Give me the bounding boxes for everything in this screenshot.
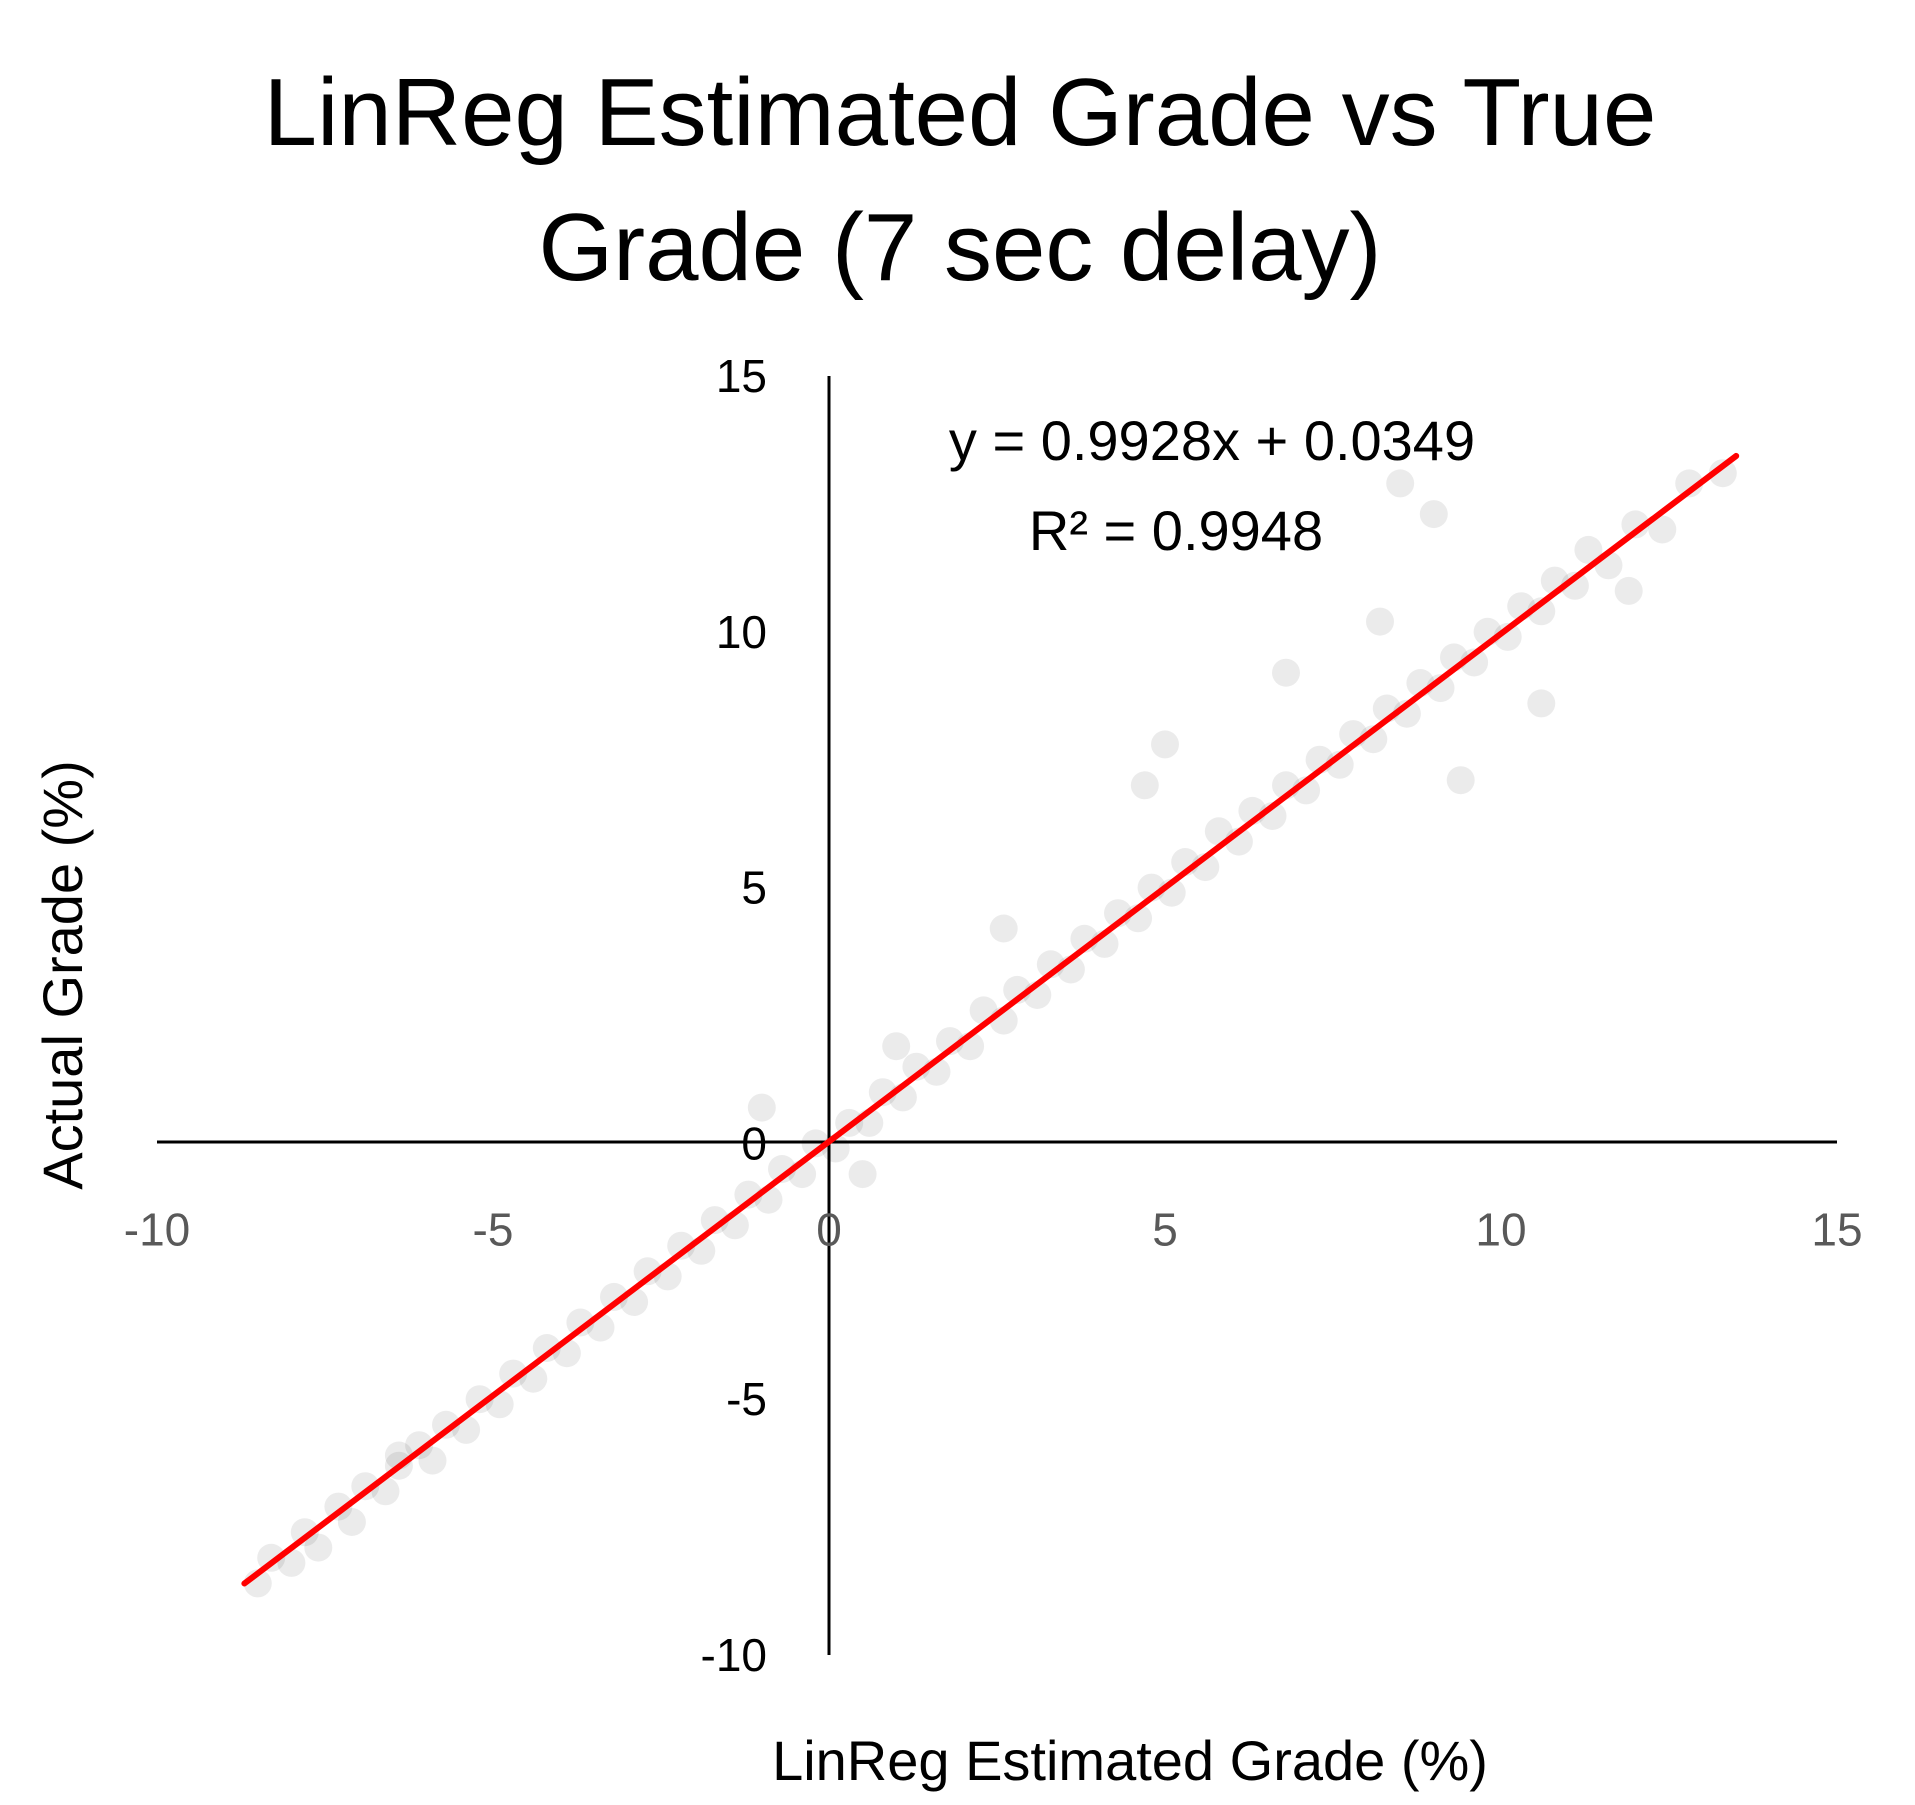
equation-annotation: y = 0.9928x + 0.0349 — [949, 409, 1475, 472]
data-point — [566, 1308, 595, 1337]
x-tick-label: 15 — [1811, 1203, 1862, 1255]
y-tick-label: 0 — [741, 1117, 767, 1169]
data-point — [600, 1282, 628, 1311]
data-point — [1386, 469, 1415, 498]
data-point — [1560, 571, 1589, 600]
data-point — [882, 1032, 911, 1061]
data-point — [304, 1533, 333, 1562]
y-tick-label: 5 — [741, 862, 767, 914]
trendline — [241, 452, 1740, 1587]
x-tick-label: -10 — [124, 1203, 190, 1255]
data-point — [667, 1231, 696, 1260]
data-point — [1614, 576, 1643, 605]
data-point — [1460, 648, 1489, 677]
data-point — [351, 1472, 380, 1501]
x-tick-labels: -10 -5 0 5 10 15 — [124, 1203, 1863, 1255]
data-point — [405, 1431, 434, 1460]
y-tick-label: -5 — [726, 1373, 767, 1425]
data-point — [499, 1359, 528, 1388]
data-point — [1446, 766, 1475, 795]
data-point — [337, 1508, 366, 1536]
data-point — [418, 1446, 447, 1475]
trendline-layer — [241, 452, 1740, 1587]
data-point — [768, 1155, 796, 1183]
y-tick-labels: -10 -5 0 5 10 15 — [701, 350, 767, 1681]
data-point — [1527, 597, 1556, 626]
r-squared-annotation: R² = 0.9948 — [1029, 499, 1323, 562]
x-tick-label: 0 — [816, 1203, 842, 1255]
y-tick-label: 15 — [716, 350, 767, 402]
data-point — [1419, 500, 1448, 529]
chart-title-line-2: Grade (7 sec delay) — [538, 194, 1381, 301]
data-point — [1708, 459, 1737, 488]
data-point — [532, 1334, 561, 1362]
data-point — [989, 914, 1018, 943]
data-point — [1272, 658, 1300, 687]
data-point — [1527, 689, 1556, 718]
data-point — [734, 1180, 763, 1209]
data-point — [1675, 469, 1704, 498]
scatter-points — [243, 459, 1737, 1598]
y-axis-label: Actual Grade (%) — [31, 760, 94, 1190]
data-point — [1493, 622, 1522, 651]
data-point — [848, 1160, 877, 1189]
x-tick-label: -5 — [473, 1203, 514, 1255]
data-point — [1574, 535, 1603, 564]
data-point — [1648, 515, 1677, 544]
data-point — [1130, 771, 1159, 800]
data-point — [1151, 730, 1179, 759]
data-point — [700, 1206, 729, 1235]
x-tick-label: 10 — [1475, 1203, 1526, 1255]
data-point — [747, 1093, 776, 1122]
y-tick-label: -10 — [701, 1629, 767, 1681]
x-tick-label: 5 — [1152, 1203, 1178, 1255]
data-point — [1621, 510, 1650, 539]
data-point — [465, 1385, 494, 1414]
data-point — [432, 1410, 460, 1439]
data-point — [290, 1518, 319, 1547]
data-point — [1366, 607, 1394, 636]
x-axis-label: LinReg Estimated Grade (%) — [772, 1729, 1488, 1792]
data-point — [633, 1257, 662, 1286]
y-tick-label: 10 — [716, 606, 767, 658]
chart-title-line-1: LinReg Estimated Grade vs True — [264, 59, 1657, 166]
data-point — [324, 1492, 353, 1521]
